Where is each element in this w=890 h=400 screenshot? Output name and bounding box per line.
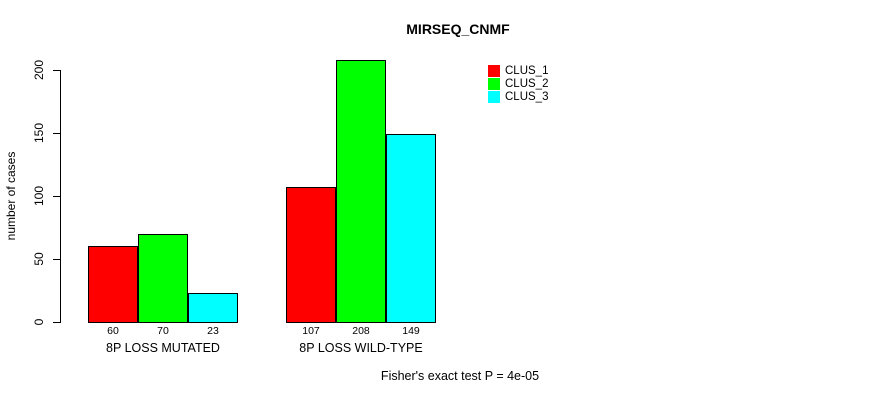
y-tick-label: 200 xyxy=(32,59,46,81)
legend-label-clus_2: CLUS_2 xyxy=(505,78,549,90)
bar-value-label: 107 xyxy=(302,325,320,337)
bar-clus_1-1 xyxy=(88,246,138,323)
bar-clus_2-1 xyxy=(138,233,188,323)
legend-label-clus_1: CLUS_1 xyxy=(505,65,549,77)
category-label: 8P LOSS WILD-TYPE xyxy=(299,341,423,355)
y-tick-mark xyxy=(53,70,60,71)
y-axis-label: number of cases xyxy=(4,151,18,241)
legend-swatch-clus_2 xyxy=(488,78,500,90)
bar-clus_1-2 xyxy=(286,187,336,323)
y-tick-label: 100 xyxy=(32,185,46,207)
legend-swatch-clus_1 xyxy=(488,65,500,77)
category-label: 8P LOSS MUTATED xyxy=(106,341,220,355)
bar-value-label: 208 xyxy=(352,325,370,337)
bar-value-label: 70 xyxy=(157,325,169,337)
legend-swatch-clus_3 xyxy=(488,91,500,103)
legend-label-clus_3: CLUS_3 xyxy=(505,91,549,103)
annotation-text: Fisher's exact test P = 4e-05 xyxy=(380,369,540,383)
y-tick-label: 150 xyxy=(32,122,46,144)
bar-clus_3-1 xyxy=(188,293,238,323)
bar-clus_2-2 xyxy=(336,59,386,323)
y-tick-mark xyxy=(53,133,60,134)
bar-value-label: 23 xyxy=(207,325,219,337)
y-tick-mark xyxy=(53,196,60,197)
y-axis-line xyxy=(60,70,61,323)
y-tick-mark xyxy=(53,322,60,323)
y-tick-label: 0 xyxy=(32,318,46,326)
bar-value-label: 60 xyxy=(107,325,119,337)
bar-value-label: 149 xyxy=(402,325,420,337)
bar-clus_3-2 xyxy=(386,134,436,323)
chart-title: MIRSEQ_CNMF xyxy=(406,21,510,37)
y-tick-label: 50 xyxy=(32,252,46,266)
y-tick-mark xyxy=(53,259,60,260)
